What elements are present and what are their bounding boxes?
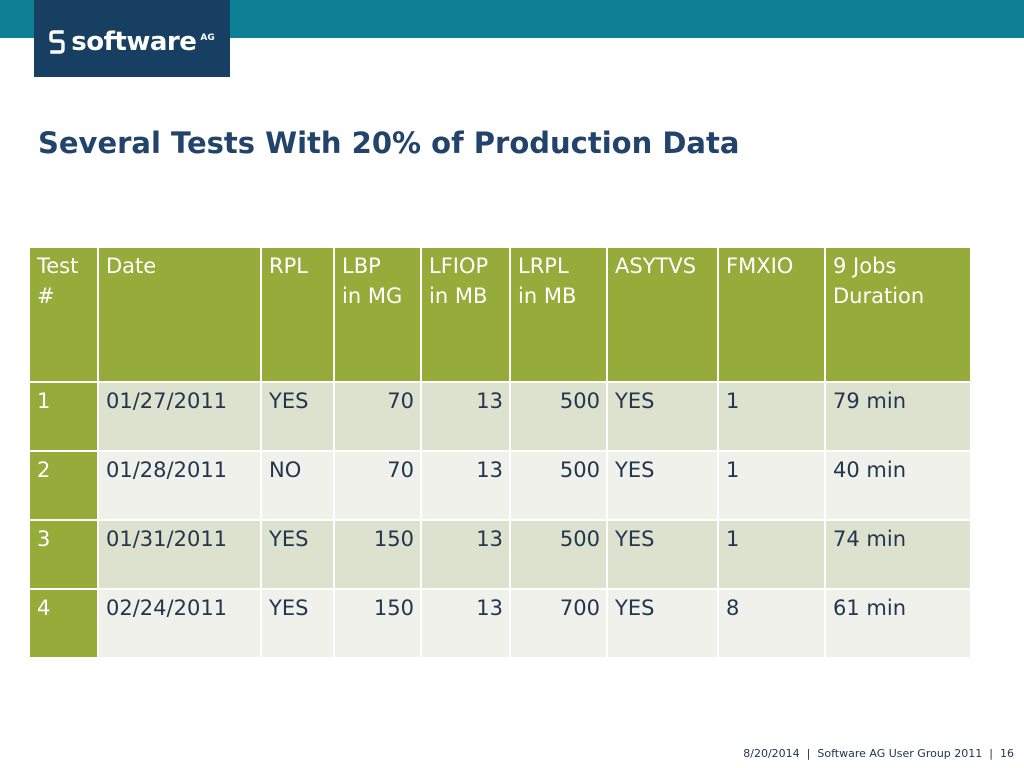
- cell-duration: 40 min: [824, 450, 972, 521]
- logo-wordmark: software: [71, 26, 197, 57]
- cell-lfiop: 13: [420, 588, 511, 659]
- table-row: 2 01/28/2011 NO 70 13 500 YES 1 40 min: [28, 450, 972, 521]
- table-row: 3 01/31/2011 YES 150 13 500 YES 1 74 min: [28, 519, 972, 590]
- header-date: Date: [97, 246, 262, 383]
- header-rpl: RPL: [260, 246, 335, 383]
- cell-lrpl: 500: [509, 381, 608, 452]
- header-row: Test # Date RPL LBP in MG LFIOP in MB LRPL i…: [28, 246, 972, 383]
- header-duration: 9 Jobs Duration: [824, 246, 972, 383]
- cell-rpl: YES: [260, 519, 335, 590]
- cell-fmxio: 1: [717, 450, 826, 521]
- cell-date: 01/28/2011: [97, 450, 262, 521]
- cell-rpl: YES: [260, 588, 335, 659]
- cell-lrpl: 500: [509, 450, 608, 521]
- test-results-table: Test # Date RPL LBP in MG LFIOP in MB LRPL i…: [28, 246, 972, 659]
- page-title: Several Tests With 20% of Production Dat…: [38, 126, 740, 160]
- header-asytvs: ASYTVS: [606, 246, 719, 383]
- cell-asytvs: YES: [606, 519, 719, 590]
- cell-date: 01/31/2011: [97, 519, 262, 590]
- cell-test: 2: [28, 450, 99, 521]
- cell-test: 4: [28, 588, 99, 659]
- cell-asytvs: YES: [606, 381, 719, 452]
- cell-lfiop: 13: [420, 519, 511, 590]
- header-test: Test #: [28, 246, 99, 383]
- logo-s-icon: [49, 29, 65, 54]
- footer-separator: |: [989, 747, 993, 760]
- cell-rpl: YES: [260, 381, 335, 452]
- header-lbp: LBP in MG: [333, 246, 422, 383]
- table-row: 1 01/27/2011 YES 70 13 500 YES 1 79 min: [28, 381, 972, 452]
- cell-lfiop: 13: [420, 450, 511, 521]
- page-number: 16: [1000, 747, 1014, 760]
- cell-lrpl: 700: [509, 588, 608, 659]
- cell-duration: 61 min: [824, 588, 972, 659]
- cell-duration: 79 min: [824, 381, 972, 452]
- software-ag-logo: software AG: [34, 0, 230, 77]
- cell-asytvs: YES: [606, 588, 719, 659]
- footer-separator: |: [806, 747, 811, 760]
- footer-event: Software AG User Group 2011: [817, 747, 983, 760]
- header-fmxio: FMXIO: [717, 246, 826, 383]
- cell-fmxio: 1: [717, 381, 826, 452]
- cell-rpl: NO: [260, 450, 335, 521]
- cell-lbp: 70: [333, 450, 422, 521]
- footer-date: 8/20/2014: [743, 747, 800, 760]
- header-lrpl: LRPL in MB: [509, 246, 608, 383]
- cell-date: 02/24/2011: [97, 588, 262, 659]
- table-row: 4 02/24/2011 YES 150 13 700 YES 8 61 min: [28, 588, 972, 659]
- cell-lbp: 150: [333, 519, 422, 590]
- cell-asytvs: YES: [606, 450, 719, 521]
- cell-lbp: 150: [333, 588, 422, 659]
- cell-test: 1: [28, 381, 99, 452]
- cell-lfiop: 13: [420, 381, 511, 452]
- cell-fmxio: 1: [717, 519, 826, 590]
- cell-fmxio: 8: [717, 588, 826, 659]
- cell-duration: 74 min: [824, 519, 972, 590]
- cell-lrpl: 500: [509, 519, 608, 590]
- cell-lbp: 70: [333, 381, 422, 452]
- header-lfiop: LFIOP in MB: [420, 246, 511, 383]
- slide-footer: 8/20/2014 | Software AG User Group 2011 | 16: [743, 747, 1014, 760]
- logo-suffix: AG: [200, 32, 215, 43]
- cell-date: 01/27/2011: [97, 381, 262, 452]
- cell-test: 3: [28, 519, 99, 590]
